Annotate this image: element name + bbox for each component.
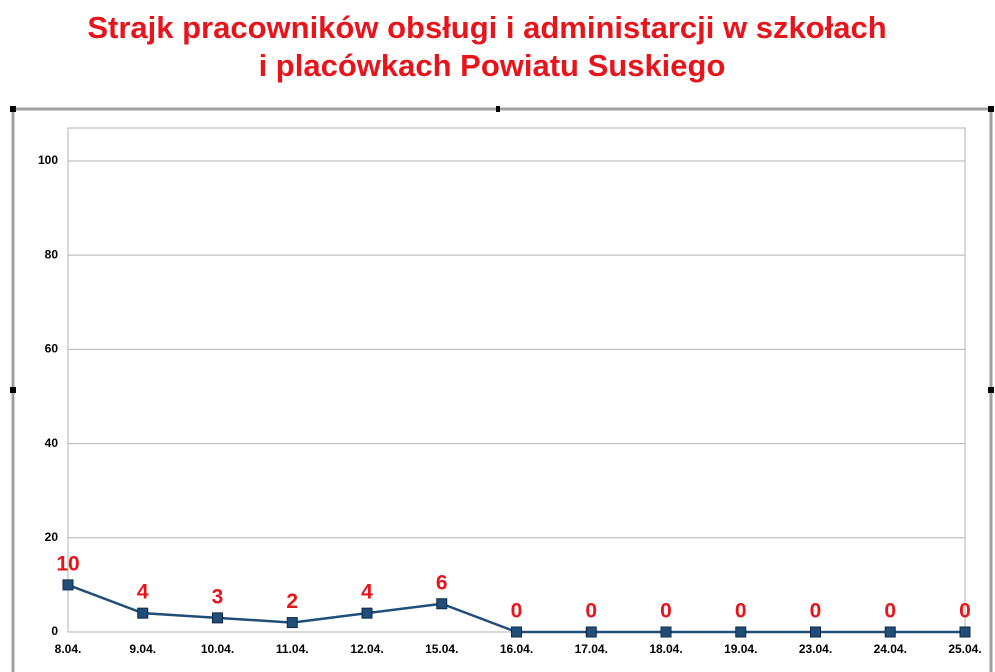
value-label: 0	[511, 600, 523, 623]
frame-handle	[988, 387, 994, 393]
chart-title: i placówkach Powiatu Suskiego	[259, 48, 726, 83]
x-tick-label: 18.04.	[649, 642, 682, 656]
marker	[62, 579, 74, 591]
y-tick-label: 100	[38, 153, 58, 167]
marker	[286, 617, 298, 629]
marker	[361, 607, 373, 619]
frame-handle	[10, 106, 16, 112]
value-label: 0	[735, 600, 747, 623]
x-tick-label: 23.04.	[799, 642, 832, 656]
marker	[436, 598, 448, 610]
value-label: 6	[436, 571, 448, 594]
x-tick-label: 8.04.	[55, 642, 82, 656]
value-label: 3	[212, 585, 224, 608]
frame-handle	[10, 387, 16, 393]
y-tick-label: 20	[45, 530, 59, 544]
x-tick-label: 19.04.	[724, 642, 757, 656]
marker	[212, 612, 223, 624]
y-tick-label: 60	[45, 342, 59, 356]
value-label: 4	[137, 581, 149, 604]
x-tick-label: 25.04.	[948, 642, 981, 656]
value-label: 4	[361, 581, 373, 604]
value-label: 0	[884, 600, 896, 623]
x-tick-label: 12.04.	[350, 642, 383, 656]
value-label: 10	[56, 552, 79, 575]
y-tick-label: 80	[45, 247, 59, 261]
value-label: 0	[660, 600, 672, 623]
marker	[137, 607, 149, 619]
marker	[959, 626, 971, 638]
marker	[735, 626, 747, 638]
chart-title: Strajk pracowników obsługi i administarc…	[87, 10, 886, 45]
y-tick-label: 40	[45, 436, 59, 450]
marker	[660, 626, 672, 638]
value-label: 0	[959, 600, 971, 623]
x-tick-label: 15.04.	[425, 642, 458, 656]
y-tick-label: 0	[51, 624, 58, 638]
frame-handle	[496, 106, 500, 112]
marker	[511, 626, 522, 638]
frame-handle	[988, 106, 994, 112]
x-tick-label: 16.04.	[500, 642, 533, 656]
marker	[585, 626, 597, 638]
marker	[810, 626, 821, 638]
x-tick-label: 9.04.	[129, 642, 156, 656]
x-tick-label: 11.04.	[276, 642, 309, 656]
x-tick-label: 17.04.	[575, 642, 608, 656]
value-label: 2	[286, 590, 298, 613]
value-label: 0	[585, 600, 597, 623]
value-label: 0	[810, 600, 822, 623]
x-tick-label: 10.04.	[201, 642, 234, 656]
x-tick-label: 24.04.	[874, 642, 907, 656]
marker	[884, 626, 896, 638]
